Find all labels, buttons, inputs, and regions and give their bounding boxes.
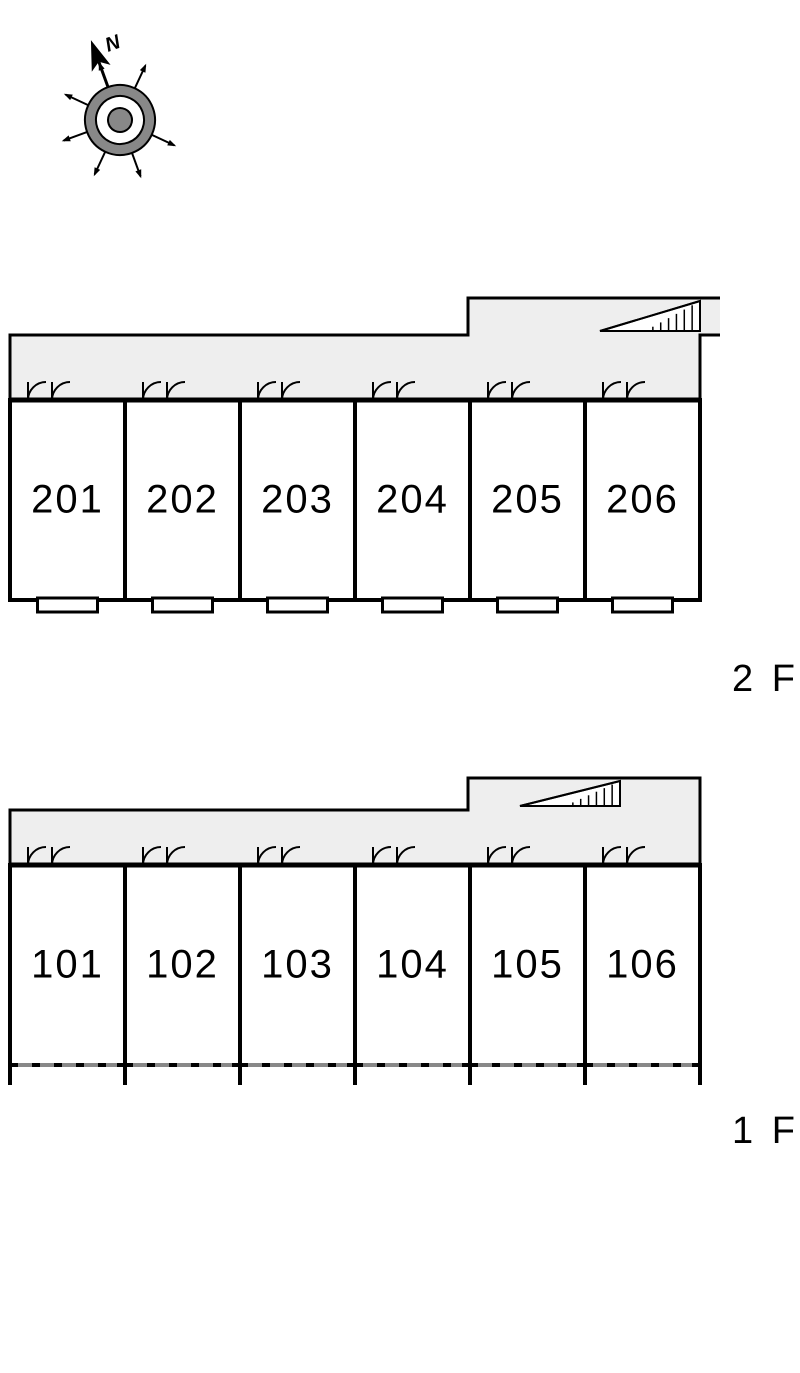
floorplan-canvas: N 201 202 203 204 205 206 2 F 101 102 103 104 105 10… [0,0,800,1373]
floor-f1 [0,775,720,1105]
unit-label: 205 [491,478,564,523]
unit-label: 202 [146,478,219,523]
floor-label: 1 F [732,1110,799,1153]
unit-label: 206 [606,478,679,523]
unit-label: 201 [31,478,104,523]
svg-text:N: N [102,31,124,57]
unit-label: 203 [261,478,334,523]
unit-label: 104 [376,943,449,988]
unit-label: 101 [31,943,104,988]
unit-label: 103 [261,943,334,988]
unit-label: 106 [606,943,679,988]
compass-rose: N [35,20,205,190]
floor-label: 2 F [732,658,799,701]
unit-label: 105 [491,943,564,988]
unit-label: 102 [146,943,219,988]
floor-f2 [0,295,720,640]
unit-label: 204 [376,478,449,523]
